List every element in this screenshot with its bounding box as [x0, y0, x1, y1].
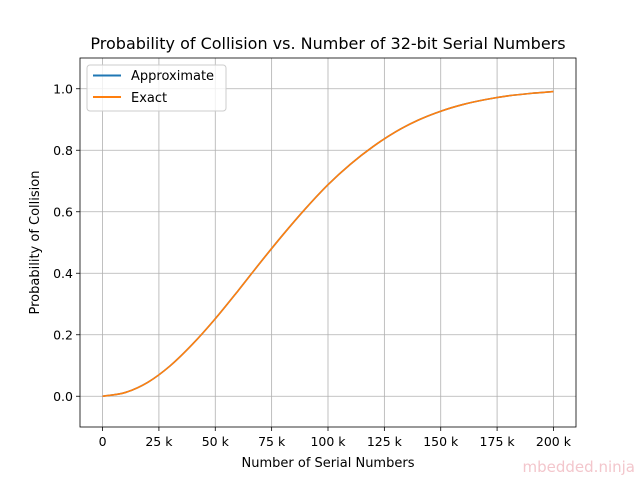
y-tick-label: 1.0: [53, 81, 73, 96]
x-tick-label: 100 k: [310, 434, 346, 449]
y-tick-label: 0.0: [53, 389, 73, 404]
y-tick-label: 0.4: [53, 266, 73, 281]
x-tick-label: 75 k: [258, 434, 286, 449]
legend-label-exact: Exact: [131, 91, 167, 106]
x-tick-label: 25 k: [145, 434, 173, 449]
x-axis-label: Number of Serial Numbers: [242, 456, 415, 471]
chart-title: Probability of Collision vs. Number of 3…: [90, 34, 565, 53]
y-tick-label: 0.6: [53, 204, 73, 219]
series-lines: [102, 90, 554, 398]
series-line-exact: [102, 90, 554, 398]
y-tick-label: 0.2: [53, 327, 73, 342]
y-axis-ticks: 0.0 0.2 0.4 0.6 0.8 1.0: [53, 81, 80, 404]
x-tick-label: 150 k: [423, 434, 459, 449]
y-tick-label: 0.8: [53, 143, 73, 158]
x-tick-label: 125 k: [367, 434, 403, 449]
x-tick-label: 175 k: [480, 434, 516, 449]
x-tick-label: 50 k: [202, 434, 230, 449]
legend: Approximate Exact: [86, 64, 227, 112]
x-axis-ticks: 0 25 k 50 k 75 k 100 k 125 k 150 k 175 k 200 k: [99, 427, 572, 449]
legend-box: [86, 64, 227, 112]
x-tick-label: 0: [99, 434, 107, 449]
legend-label-approximate: Approximate: [131, 69, 214, 84]
y-axis-label: Probability of Collision: [28, 171, 43, 315]
grid-lines: [80, 58, 576, 427]
x-tick-label: 200 k: [536, 434, 572, 449]
watermark-text: mbedded.ninja: [523, 458, 635, 476]
